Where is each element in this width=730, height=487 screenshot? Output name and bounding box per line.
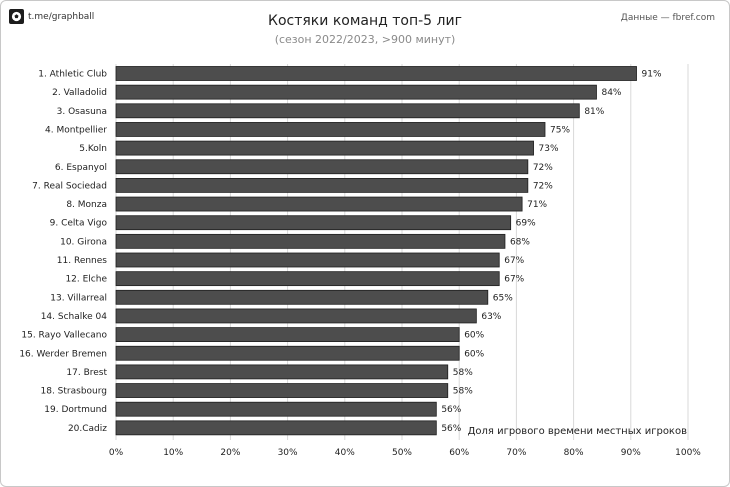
x-tick-label: 0% <box>109 448 124 458</box>
value-label: 56% <box>441 405 461 415</box>
bar <box>115 271 500 287</box>
category-label: 15. Rayo Vallecano <box>21 331 107 341</box>
value-label: 91% <box>642 70 662 80</box>
bar <box>115 215 512 231</box>
category-label: 9. Celta Vigo <box>50 219 108 229</box>
bar <box>115 122 546 137</box>
value-label: 67% <box>504 256 524 266</box>
category-label: 8. Monza <box>66 200 107 210</box>
value-label: 58% <box>453 387 473 397</box>
bar <box>115 196 523 212</box>
x-tick-label: 70% <box>506 448 526 458</box>
category-label: 19. Dortmund <box>44 405 107 415</box>
bar <box>115 308 477 324</box>
category-label: 14. Schalke 04 <box>41 312 108 322</box>
x-tick-label: 10% <box>163 448 183 458</box>
x-tick-label: 40% <box>335 448 355 458</box>
category-label: 5.Koln <box>79 144 107 154</box>
category-label: 16. Werder Bremen <box>19 349 107 359</box>
value-label: 69% <box>516 219 536 229</box>
category-label: 11. Rennes <box>57 256 108 266</box>
x-tick-label: 100% <box>675 448 701 458</box>
bar <box>115 327 460 343</box>
bar <box>115 233 506 249</box>
bar <box>115 252 500 268</box>
value-label: 72% <box>533 163 553 173</box>
category-label: 6. Espanyol <box>55 163 107 173</box>
value-label: 84% <box>601 88 621 98</box>
x-tick-label: 60% <box>449 448 469 458</box>
category-label: 3. Osasuna <box>57 107 107 117</box>
bar <box>115 103 580 119</box>
bar <box>115 66 637 81</box>
category-label: 1. Athletic Club <box>38 70 107 80</box>
bar <box>115 345 460 361</box>
value-label: 58% <box>453 368 473 378</box>
value-label: 60% <box>464 331 484 341</box>
soccer-ball-icon <box>9 9 24 24</box>
x-tick-label: 80% <box>564 448 584 458</box>
value-label: 60% <box>464 349 484 359</box>
value-label: 67% <box>504 275 524 285</box>
value-label: 75% <box>550 125 570 135</box>
chart-annotation: Доля игрового времени местных игроков <box>468 426 688 437</box>
category-label: 20.Cadiz <box>68 424 107 434</box>
bar <box>115 159 529 175</box>
bar <box>115 140 534 156</box>
x-tick-label: 20% <box>220 448 240 458</box>
chart-title: Костяки команд топ-5 лиг <box>268 13 462 29</box>
bar <box>115 401 437 417</box>
category-label: 10. Girona <box>60 237 107 247</box>
category-label: 4. Montpellier <box>45 125 107 135</box>
bar <box>115 84 597 100</box>
value-label: 73% <box>539 144 559 154</box>
category-label: 17. Brest <box>66 368 107 378</box>
data-source: Данные — fbref.com <box>620 13 715 23</box>
bar <box>115 420 437 436</box>
value-label: 68% <box>510 237 530 247</box>
chart-subtitle: (сезон 2022/2023, >900 минут) <box>274 33 456 46</box>
bar <box>115 177 529 193</box>
value-label: 71% <box>527 200 547 210</box>
value-label: 56% <box>441 424 461 434</box>
x-tick-label: 50% <box>392 448 412 458</box>
category-label: 13. Villarreal <box>50 293 107 303</box>
value-label: 81% <box>584 107 604 117</box>
x-tick-label: 30% <box>278 448 298 458</box>
bar <box>115 364 449 380</box>
category-label: 18. Strasbourg <box>41 387 108 397</box>
value-label: 65% <box>493 293 513 303</box>
bar <box>115 289 489 305</box>
category-label: 12. Elche <box>65 275 107 285</box>
value-label: 63% <box>481 312 501 322</box>
x-tick-label: 90% <box>621 448 641 458</box>
category-label: 2. Valladolid <box>52 88 107 98</box>
bar <box>115 383 449 398</box>
category-label: 7. Real Sociedad <box>32 181 107 191</box>
brand-link[interactable]: t.me/graphball <box>28 11 95 22</box>
brand[interactable]: t.me/graphball <box>9 9 94 24</box>
value-label: 72% <box>533 181 553 191</box>
